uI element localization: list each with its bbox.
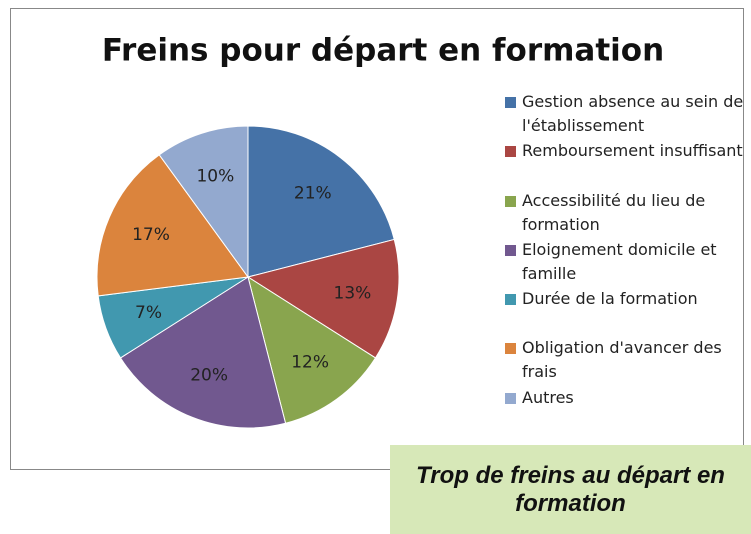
data-label: 17% [132,225,170,245]
legend-swatch [505,244,516,256]
legend-label: Durée de la formation [522,289,698,309]
legend-item: Autres [505,386,745,435]
legend-swatch [505,343,516,355]
legend: Gestion absence au sein de l'établisseme… [505,90,745,435]
legend-label: Gestion absence au sein de l'établisseme… [522,92,744,135]
pie-slice [247,275,377,424]
data-label: 12% [291,353,329,373]
legend-item: Gestion absence au sein de l'établisseme… [505,90,745,139]
data-label: 21% [294,183,332,203]
pie-slice [247,125,395,278]
legend-item: Remboursement insuffisant [505,139,745,188]
legend-item: Accessibilité du lieu de formation [505,189,745,238]
legend-label: Autres [522,387,574,407]
legend-swatch [505,146,516,158]
data-label: 13% [334,284,372,304]
chart-frame [10,8,744,470]
legend-label: Eloignement domicile et famille [522,239,717,283]
pie-slice [246,238,400,359]
legend-swatch [505,97,516,108]
pie-slice [158,125,249,279]
pie-slice [119,276,287,429]
pie-slice [96,154,249,297]
legend-label: Accessibilité du lieu de formation [522,190,706,234]
legend-swatch [505,195,516,207]
legend-item: Eloignement domicile et famille [505,238,745,287]
legend-label: Obligation d'avancer des frais [522,338,722,382]
legend-swatch [505,294,516,306]
data-label: 20% [190,365,228,385]
data-label: 7% [135,303,162,323]
legend-swatch [505,392,516,404]
chart-title: Freins pour départ en formation [102,33,664,69]
legend-label: Remboursement insuffisant [522,141,743,161]
legend-item: Obligation d'avancer des frais [505,336,745,385]
data-label: 10% [196,166,234,186]
legend-item: Durée de la formation [505,287,745,336]
annotation: Trop de freins au départ en formation [390,445,751,534]
